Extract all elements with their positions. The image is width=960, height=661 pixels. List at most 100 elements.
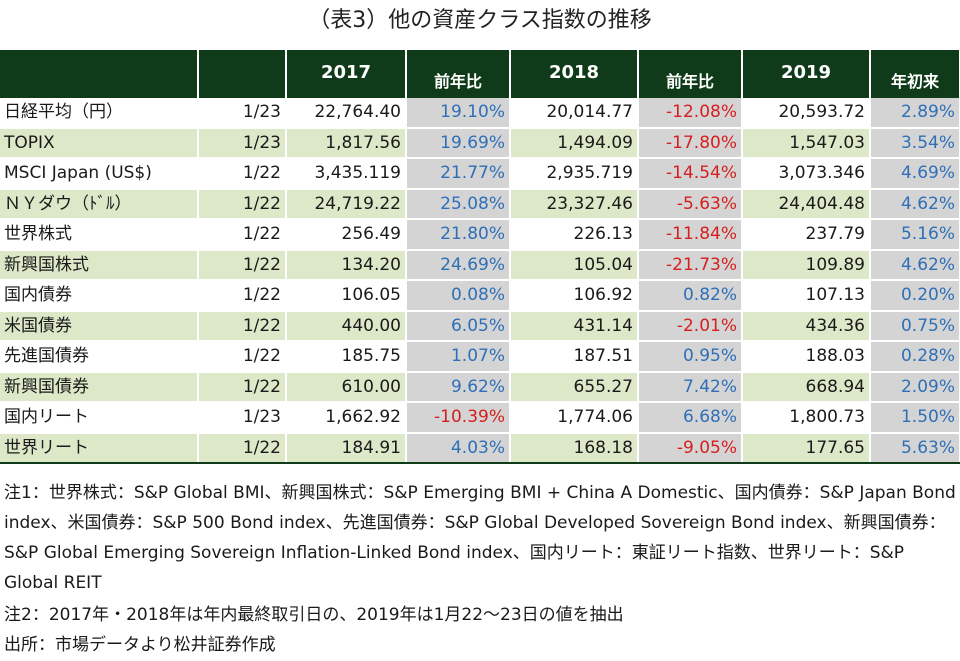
table-title: （表3）他の資産クラス指数の推移: [308, 8, 652, 33]
value-2017: 184.91: [286, 432, 407, 464]
value-2018: 431.14: [510, 310, 639, 342]
asset-name: 世界リート: [0, 432, 199, 464]
value-2018: 23,327.46: [510, 188, 639, 220]
table-row: 世界リート 1/22 184.91 4.03% 168.18 -9.05% 17…: [0, 432, 960, 464]
change-2018: 0.95%: [638, 341, 743, 373]
change-2018: -12.08%: [638, 98, 743, 129]
table-row: 日経平均（円） 1/23 22,764.40 19.10% 20,014.77 …: [0, 98, 960, 129]
change-2018: 6.68%: [638, 402, 743, 434]
asset-name: 米国債券: [0, 310, 199, 342]
value-2018: 226.13: [510, 219, 639, 251]
asset-name: 日経平均（円）: [0, 98, 199, 129]
asset-name: TOPIX: [0, 127, 199, 159]
value-2017: 185.75: [286, 341, 407, 373]
asset-class-table: 2017 前年比 2018 前年比 2019 年初来 日経平均（円） 1/23 …: [0, 50, 960, 464]
value-2019: 1,800.73: [742, 402, 871, 434]
date-cell: 1/22: [198, 219, 287, 251]
value-2017: 106.05: [286, 280, 407, 312]
change-2018: 0.82%: [638, 280, 743, 312]
change-2017: 0.08%: [406, 280, 511, 312]
change-2017: 19.69%: [406, 127, 511, 159]
asset-name: 先進国債券: [0, 341, 199, 373]
date-cell: 1/22: [198, 280, 287, 312]
date-cell: 1/22: [198, 188, 287, 220]
change-2018: -5.63%: [638, 188, 743, 220]
ytd-change: 5.63%: [870, 432, 960, 464]
ytd-change: 1.50%: [870, 402, 960, 434]
value-2019: 434.36: [742, 310, 871, 342]
ytd-change: 0.20%: [870, 280, 960, 312]
value-2017: 1,817.56: [286, 127, 407, 159]
date-cell: 1/22: [198, 249, 287, 281]
header-ytd: 年初来: [870, 50, 960, 98]
ytd-change: 0.75%: [870, 310, 960, 342]
footnote-2: 注2：2017年・2018年は年内最終取引日の、2019年は1月22～23日の値…: [4, 605, 624, 625]
header-name-cell: [0, 50, 199, 98]
value-2018: 20,014.77: [510, 98, 639, 129]
value-2019: 668.94: [742, 371, 871, 403]
ytd-change: 4.62%: [870, 249, 960, 281]
change-2018: -17.80%: [638, 127, 743, 159]
value-2018: 1,774.06: [510, 402, 639, 434]
change-2017: -10.39%: [406, 402, 511, 434]
change-2017: 21.80%: [406, 219, 511, 251]
table-row: 国内リート 1/23 1,662.92 -10.39% 1,774.06 6.6…: [0, 402, 960, 434]
asset-name: 国内債券: [0, 280, 199, 312]
header-2017: 2017: [286, 50, 407, 98]
value-2019: 237.79: [742, 219, 871, 251]
table-row: MSCI Japan (US$) 1/22 3,435.119 21.77% 2…: [0, 158, 960, 190]
value-2018: 655.27: [510, 371, 639, 403]
asset-name: ＮＹダウ（ﾄﾞﾙ）: [0, 188, 199, 220]
value-2017: 3,435.119: [286, 158, 407, 190]
ytd-change: 3.54%: [870, 127, 960, 159]
ytd-change: 0.28%: [870, 341, 960, 373]
change-2018: -21.73%: [638, 249, 743, 281]
table-row: 国内債券 1/22 106.05 0.08% 106.92 0.82% 107.…: [0, 280, 960, 312]
value-2019: 3,073.346: [742, 158, 871, 190]
date-cell: 1/22: [198, 432, 287, 464]
header-change-2017: 前年比: [406, 50, 511, 98]
header-2018: 2018: [510, 50, 639, 98]
table-row: 世界株式 1/22 256.49 21.80% 226.13 -11.84% 2…: [0, 219, 960, 251]
header-row: 2017 前年比 2018 前年比 2019 年初来: [0, 50, 960, 98]
asset-name: 国内リート: [0, 402, 199, 434]
value-2017: 24,719.22: [286, 188, 407, 220]
ytd-change: 4.69%: [870, 158, 960, 190]
change-2017: 6.05%: [406, 310, 511, 342]
value-2017: 134.20: [286, 249, 407, 281]
header-change-2018: 前年比: [638, 50, 743, 98]
change-2018: 7.42%: [638, 371, 743, 403]
change-2017: 21.77%: [406, 158, 511, 190]
date-cell: 1/23: [198, 127, 287, 159]
asset-name: 新興国株式: [0, 249, 199, 281]
ytd-change: 4.62%: [870, 188, 960, 220]
table-row: 新興国債券 1/22 610.00 9.62% 655.27 7.42% 668…: [0, 371, 960, 403]
table-row: 新興国株式 1/22 134.20 24.69% 105.04 -21.73% …: [0, 249, 960, 281]
value-2019: 107.13: [742, 280, 871, 312]
footnote-1: 注1：世界株式：S&P Global BMI、新興国株式：S&P Emergin…: [4, 483, 956, 593]
value-2019: 24,404.48: [742, 188, 871, 220]
value-2019: 177.65: [742, 432, 871, 464]
value-2018: 106.92: [510, 280, 639, 312]
table-row: ＮＹダウ（ﾄﾞﾙ） 1/22 24,719.22 25.08% 23,327.4…: [0, 188, 960, 220]
table-row: TOPIX 1/23 1,817.56 19.69% 1,494.09 -17.…: [0, 127, 960, 159]
value-2019: 188.03: [742, 341, 871, 373]
date-cell: 1/23: [198, 402, 287, 434]
change-2017: 9.62%: [406, 371, 511, 403]
date-cell: 1/22: [198, 341, 287, 373]
change-2017: 25.08%: [406, 188, 511, 220]
value-2018: 105.04: [510, 249, 639, 281]
table-row: 米国債券 1/22 440.00 6.05% 431.14 -2.01% 434…: [0, 310, 960, 342]
value-2017: 256.49: [286, 219, 407, 251]
header-date-cell: [198, 50, 287, 98]
date-cell: 1/22: [198, 158, 287, 190]
ytd-change: 2.09%: [870, 371, 960, 403]
ytd-change: 5.16%: [870, 219, 960, 251]
table-bottom-rule: [0, 462, 960, 464]
asset-name: 世界株式: [0, 219, 199, 251]
change-2018: -14.54%: [638, 158, 743, 190]
source-note: 出所：市場データより松井証券作成: [4, 635, 276, 655]
date-cell: 1/22: [198, 371, 287, 403]
value-2018: 2,935.719: [510, 158, 639, 190]
date-cell: 1/23: [198, 98, 287, 129]
